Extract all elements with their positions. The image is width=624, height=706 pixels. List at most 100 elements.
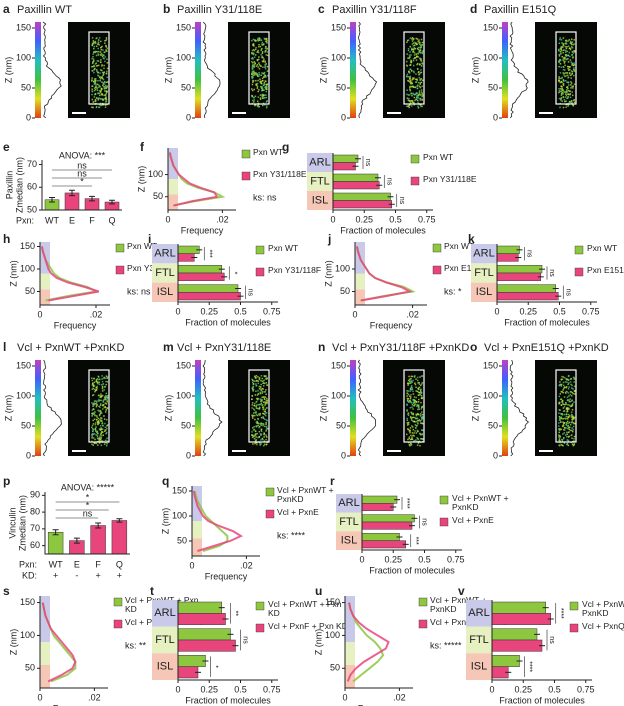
speck [105, 403, 108, 405]
speck [94, 390, 96, 393]
speck [257, 398, 259, 400]
speck [572, 87, 574, 89]
speck [560, 428, 562, 431]
speck [572, 85, 575, 87]
significance: ns [83, 508, 93, 518]
speck [565, 40, 568, 43]
speck [92, 419, 94, 422]
speck [572, 425, 575, 428]
speck [558, 77, 560, 80]
speck [100, 432, 102, 435]
speck [252, 408, 255, 410]
speck [572, 56, 574, 58]
x-axis-label: Frequency [53, 703, 96, 706]
speck [418, 383, 421, 386]
speck [92, 80, 95, 83]
speck [416, 405, 418, 407]
speck [417, 422, 419, 425]
speck [102, 415, 105, 417]
speck [570, 395, 573, 397]
speck [412, 408, 414, 410]
x-tick-label: 0.25 [355, 214, 373, 224]
speck [258, 75, 260, 78]
speck [102, 78, 105, 81]
speck [412, 45, 415, 47]
speck [416, 78, 418, 81]
title: Paxillin WT [17, 4, 72, 16]
legend-swatch [113, 619, 123, 629]
title: Vcl + PxnY31/118E [177, 342, 271, 354]
speck [91, 57, 93, 60]
y-tick-label: 150 [331, 360, 346, 370]
speck [406, 399, 409, 401]
speck [265, 423, 267, 426]
speck [263, 433, 265, 436]
speck [100, 89, 102, 92]
speck [564, 49, 567, 52]
density-line [346, 602, 390, 682]
speck [255, 79, 257, 82]
speck [558, 97, 561, 100]
speck [409, 76, 411, 79]
speck [410, 388, 413, 391]
speck [567, 66, 570, 68]
speck [100, 52, 103, 55]
speck [409, 51, 411, 53]
density-line [356, 246, 413, 302]
speck [95, 418, 98, 421]
speck [255, 390, 257, 392]
speck [565, 378, 568, 380]
speck [410, 385, 413, 387]
speck [92, 101, 95, 103]
speck [561, 391, 563, 393]
speck [91, 62, 94, 65]
speck [412, 78, 415, 80]
speck [409, 430, 411, 432]
significance: **** [403, 498, 410, 509]
speck [254, 54, 257, 56]
speck [103, 57, 105, 60]
speck [264, 404, 266, 407]
y-tick-label: 50 [25, 286, 35, 296]
speck [407, 390, 410, 392]
speck [569, 47, 572, 50]
speck [264, 67, 267, 70]
speck [258, 425, 261, 428]
speck [263, 382, 266, 385]
speck [569, 96, 572, 99]
speck [571, 85, 573, 88]
speck [562, 444, 564, 447]
speck [561, 399, 564, 402]
speck [100, 93, 103, 95]
legend-label: Vcl + PxnWT + PxnKD [277, 486, 334, 504]
title: Paxillin Y31/118F [332, 4, 417, 16]
layer-box [152, 626, 178, 654]
speck [414, 430, 416, 432]
y-tick-label: 0 [186, 112, 191, 122]
speck [421, 52, 424, 55]
speck [565, 90, 568, 93]
speck [568, 69, 570, 71]
speck [562, 92, 564, 94]
speck [264, 37, 267, 40]
speck [260, 443, 262, 445]
bar [496, 245, 520, 254]
speck [97, 42, 100, 44]
speck [566, 54, 568, 57]
profile-trace [202, 21, 221, 119]
speck [103, 73, 105, 75]
speck [419, 394, 421, 396]
speck [407, 49, 410, 52]
speck [251, 66, 254, 68]
speck [410, 412, 413, 414]
speck [260, 389, 263, 392]
speck [103, 389, 105, 391]
speck [563, 69, 566, 71]
significance: * [230, 272, 237, 275]
speck [562, 83, 565, 86]
speck [573, 101, 576, 104]
speck [97, 71, 99, 74]
speck [566, 396, 569, 399]
speck [418, 50, 421, 53]
speck [100, 435, 103, 437]
